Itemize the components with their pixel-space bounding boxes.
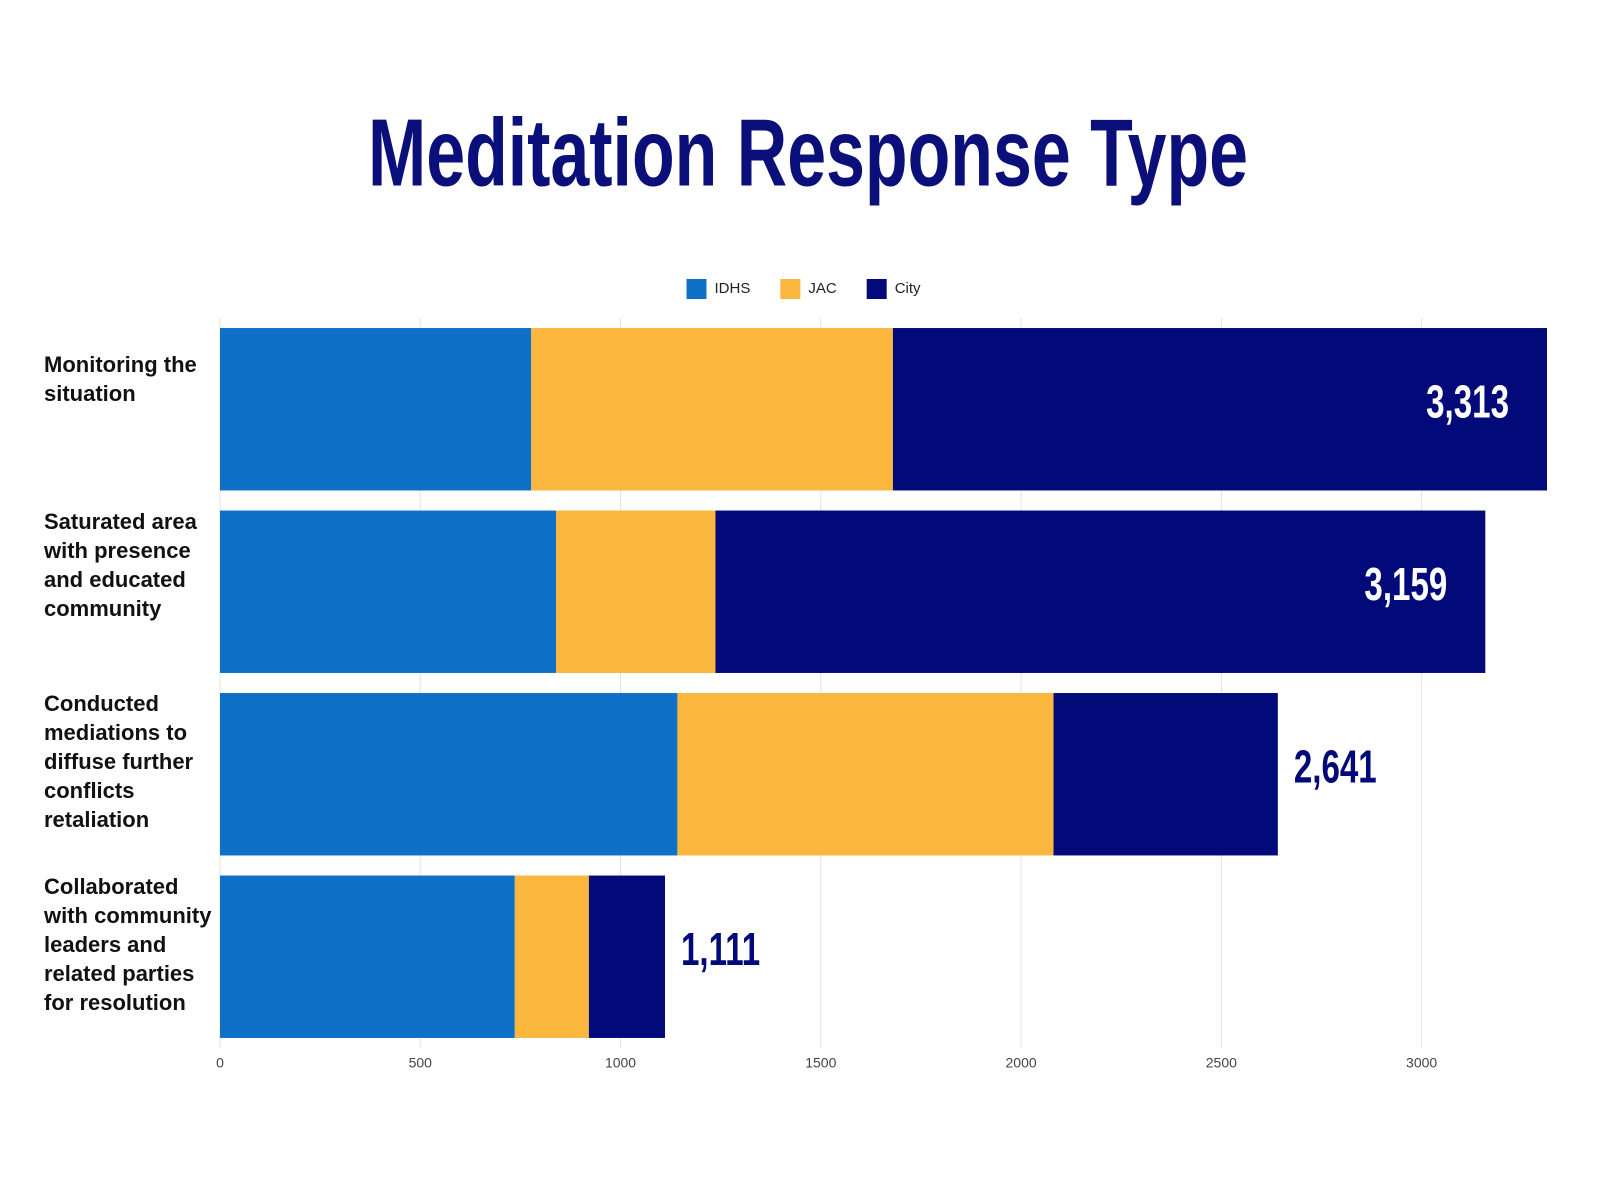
x-tick-label: 500: [409, 1055, 433, 1071]
bar-segment: [556, 510, 716, 673]
bar-segment: [514, 875, 589, 1038]
x-tick-label: 2000: [1006, 1055, 1037, 1071]
total-label: 3,159: [1364, 560, 1447, 610]
x-tick-label: 1500: [805, 1055, 836, 1071]
total-label: 3,313: [1426, 377, 1509, 427]
bar-segment: [588, 875, 666, 1038]
x-tick-label: 0: [216, 1055, 224, 1071]
legend-swatch: [866, 279, 887, 299]
bar-segment: [1053, 693, 1278, 856]
x-tick-label: 3000: [1406, 1055, 1437, 1071]
legend-swatch: [686, 279, 707, 299]
total-label: 1,111: [681, 925, 760, 975]
x-tick-label: 1000: [605, 1055, 636, 1071]
bar-segment: [220, 875, 515, 1038]
y-tick-label: Monitoring the situation: [44, 352, 197, 407]
legend-swatch: [780, 279, 801, 299]
bar-segment: [892, 328, 1547, 491]
bar-segment: [220, 693, 678, 856]
bar-segment: [677, 693, 1054, 856]
bar-segment: [531, 328, 893, 491]
chart-title: Meditation Response Type: [368, 99, 1248, 206]
legend-label: IDHS: [715, 280, 751, 297]
total-label: 2,641: [1294, 742, 1377, 792]
legend-label: City: [895, 280, 921, 297]
bar-segment: [220, 510, 557, 673]
bar-segment: [220, 328, 532, 491]
legend-label: JAC: [808, 280, 837, 297]
y-tick-label: Conducted mediations to diffuse further …: [44, 691, 194, 833]
y-tick-label: Saturated area with presence and educate…: [44, 508, 197, 621]
bar-segment: [715, 510, 1486, 673]
y-tick-label: Collaborated with community leaders and …: [44, 873, 212, 1015]
x-tick-label: 2500: [1206, 1055, 1237, 1071]
